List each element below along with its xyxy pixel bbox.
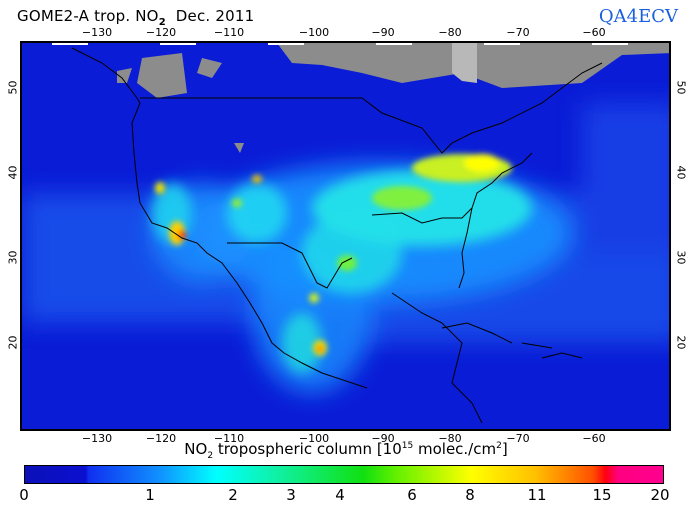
lon-tick-label: −80 [438, 432, 462, 445]
xlabel-text-end: molec./cm [413, 440, 497, 458]
colorbar-tick-label: 8 [465, 486, 475, 504]
map-plot-area[interactable] [20, 41, 671, 431]
lon-tick-label: −100 [298, 432, 330, 445]
xlabel-superscript-2: 2 [496, 441, 502, 451]
lon-tick-label: −60 [582, 432, 606, 445]
xlabel-text: NO [184, 440, 208, 458]
lon-tick-label: −70 [506, 26, 530, 39]
lon-tick-label: −120 [145, 432, 177, 445]
lon-tick-label: −60 [582, 26, 606, 39]
frame-scale-segment [376, 43, 412, 45]
frame-scale-segment [592, 43, 628, 45]
lon-tick-label: −70 [506, 432, 530, 445]
frame-scale-segment [52, 43, 88, 45]
frame-scale-segment [484, 43, 520, 45]
lat-tick-label: 30 [674, 250, 688, 265]
lat-tick-label: 20 [6, 335, 20, 350]
lon-tick-label: −130 [81, 432, 113, 445]
colorbar-tick-label: 0 [19, 486, 29, 504]
title-date: Dec. 2011 [175, 7, 255, 25]
frame-scale-segment [592, 429, 628, 431]
title-subscript: 2 [158, 17, 166, 28]
colorbar [24, 465, 664, 484]
frame-scale-segment [160, 43, 196, 45]
no2-heatmap [22, 43, 669, 429]
frame-scale-segment [376, 429, 412, 431]
lat-tick-label: 50 [6, 80, 20, 95]
lat-tick-label: 50 [674, 80, 688, 95]
colorbar-title: NO2 tropospheric column [1015 molec./cm2… [0, 440, 692, 461]
xlabel-text-mid: tropospheric column [10 [213, 440, 402, 458]
colorbar-tick-label: 4 [335, 486, 345, 504]
lon-tick-label: −80 [438, 26, 462, 39]
colorbar-tick-label: 2 [228, 486, 238, 504]
lon-tick-label: −130 [81, 26, 113, 39]
lat-tick-label: 40 [6, 165, 20, 180]
lon-tick-label: −120 [145, 26, 177, 39]
lat-tick-label: 20 [674, 335, 688, 350]
lon-tick-label: −100 [298, 26, 330, 39]
colorbar-tick-label: 20 [650, 486, 670, 504]
colorbar-tick-label: 15 [592, 486, 612, 504]
map-title: GOME2-A trop. NO2 Dec. 2011 [17, 7, 254, 28]
colorbar-tick-label: 3 [286, 486, 296, 504]
lat-tick-label: 30 [6, 250, 20, 265]
frame-scale-segment [160, 429, 196, 431]
xlabel-subscript: 2 [207, 451, 214, 461]
lon-tick-label: −110 [213, 26, 245, 39]
lon-tick-label: −90 [371, 26, 395, 39]
frame-scale-segment [268, 43, 304, 45]
colorbar-tick-label: 1 [145, 486, 155, 504]
xlabel-superscript: 15 [401, 441, 414, 451]
lon-tick-label: −110 [213, 432, 245, 445]
lat-tick-label: 40 [674, 165, 688, 180]
xlabel-close: ] [501, 440, 508, 458]
colorbar-tick-label: 11 [527, 486, 547, 504]
colorbar-tick-label: 6 [407, 486, 417, 504]
frame-scale-segment [52, 429, 88, 431]
brand-label: QA4ECV [598, 6, 678, 27]
frame-scale-segment [268, 429, 304, 431]
title-text: GOME2-A trop. NO [17, 7, 159, 25]
lon-tick-label: −90 [371, 432, 395, 445]
frame-scale-segment [484, 429, 520, 431]
